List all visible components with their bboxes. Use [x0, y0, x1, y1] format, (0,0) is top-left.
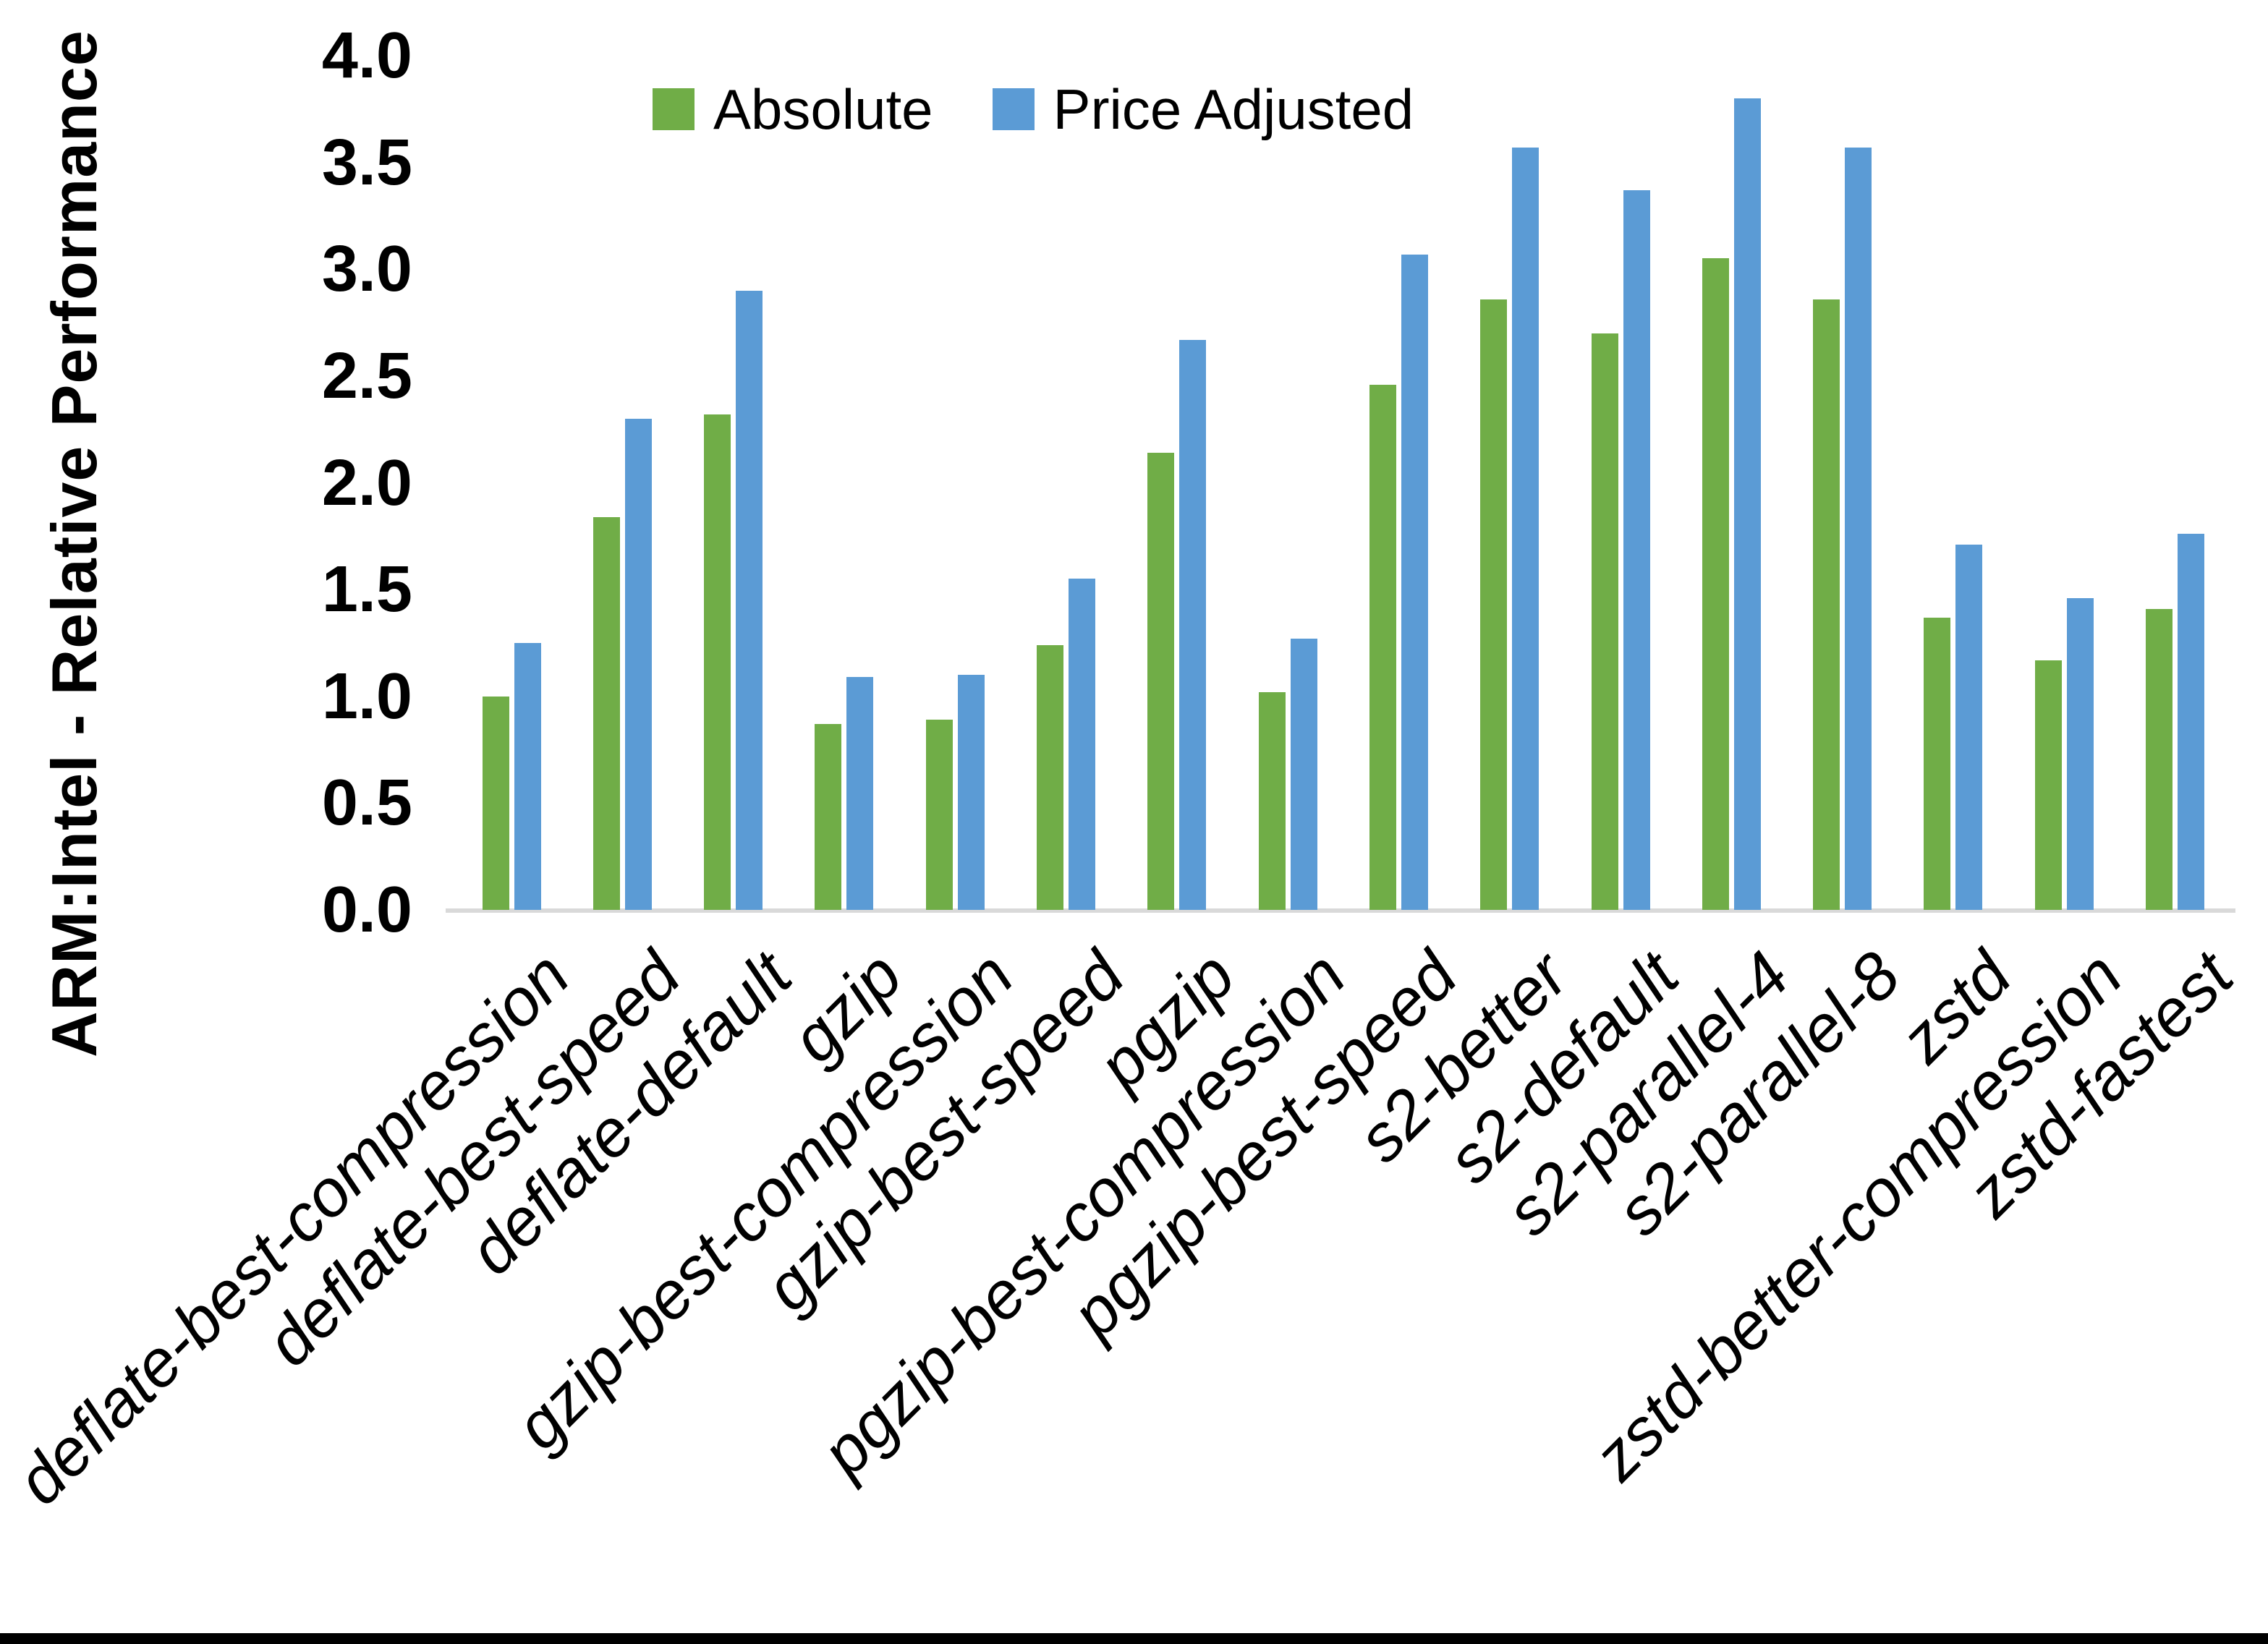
y-tick-label-3.0: 3.0 — [321, 233, 412, 306]
y-tick-label-2.0: 2.0 — [321, 446, 412, 519]
bar-absolute-pgzip — [1147, 453, 1175, 910]
legend-swatch-price-adjusted-icon — [992, 88, 1035, 130]
bar-price-adjusted-s2-parallel-8 — [1845, 147, 1872, 910]
bar-price-adjusted-pgzip — [1179, 339, 1207, 910]
bar-absolute-gzip-best-compression — [925, 720, 953, 910]
bar-price-adjusted-gzip-best-speed — [1069, 579, 1095, 910]
legend-label-price-adjusted: Price Adjusted — [1053, 77, 1414, 141]
bar-absolute-pgzip-best-compression — [1258, 691, 1286, 910]
bar-absolute-s2-better — [1480, 299, 1508, 910]
bar-absolute-deflate-default — [704, 414, 731, 910]
bar-absolute-s2-parallel-8 — [1813, 299, 1840, 910]
y-tick-label-4.0: 4.0 — [321, 20, 412, 92]
bar-absolute-zstd-fastest — [2146, 608, 2173, 910]
bar-price-adjusted-deflate-best-speed — [624, 418, 652, 910]
bar-absolute-gzip-best-speed — [1037, 644, 1063, 910]
bar-price-adjusted-pgzip-best-speed — [1401, 254, 1428, 910]
bar-absolute-gzip — [815, 724, 842, 910]
bottom-border-line — [0, 1633, 2268, 1644]
legend-item-price-adjusted: Price Adjusted — [992, 77, 1414, 141]
bar-price-adjusted-zstd — [1955, 545, 1983, 910]
y-tick-label-3.5: 3.5 — [321, 126, 412, 199]
bar-price-adjusted-s2-parallel-4 — [1733, 98, 1761, 910]
bar-absolute-deflate-best-compression — [482, 696, 509, 910]
y-tick-label-0.5: 0.5 — [321, 767, 412, 840]
bar-price-adjusted-pgzip-best-compression — [1290, 639, 1317, 910]
bar-absolute-deflate-best-speed — [593, 516, 620, 910]
bar-price-adjusted-zstd-better-compression — [2066, 597, 2094, 910]
legend-label-absolute: Absolute — [713, 77, 933, 141]
bar-price-adjusted-gzip — [846, 677, 874, 910]
legend-item-absolute: Absolute — [653, 81, 933, 137]
legend: Absolute Price Adjusted — [653, 81, 1414, 137]
bar-price-adjusted-zstd-fastest — [2178, 534, 2204, 910]
bar-price-adjusted-deflate-best-compression — [514, 642, 541, 910]
bar-price-adjusted-deflate-default — [736, 290, 763, 910]
legend-swatch-absolute-icon — [653, 88, 695, 130]
bar-price-adjusted-gzip-best-compression — [957, 675, 985, 910]
x-axis-line — [446, 908, 2235, 913]
bar-price-adjusted-s2-better — [1512, 147, 1539, 910]
bar-absolute-pgzip-best-speed — [1369, 384, 1396, 910]
bar-absolute-s2-default — [1591, 333, 1618, 910]
bar-price-adjusted-s2-default — [1623, 190, 1650, 910]
y-axis-title: ARM:Intel - Relative Performance — [38, 30, 110, 1057]
y-tick-label-1.5: 1.5 — [321, 553, 412, 626]
bar-absolute-zstd — [1924, 617, 1951, 910]
y-tick-label-1.0: 1.0 — [321, 660, 412, 733]
bar-absolute-zstd-better-compression — [2034, 660, 2062, 910]
y-tick-label-0.0: 0.0 — [321, 874, 412, 946]
bar-absolute-s2-parallel-4 — [1702, 258, 1729, 910]
y-tick-label-2.5: 2.5 — [321, 339, 412, 412]
